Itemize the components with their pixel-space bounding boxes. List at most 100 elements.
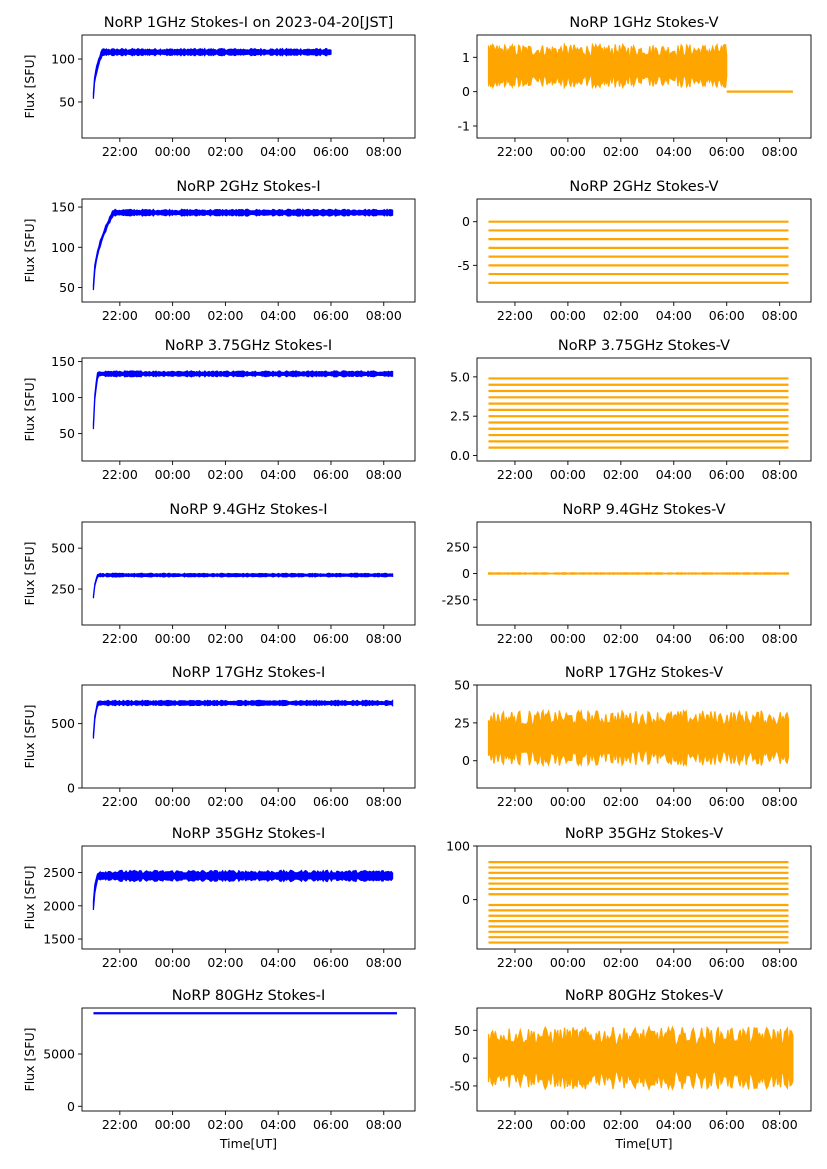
y-tick-label: 5000 [43,1047,75,1062]
panel-6: 22:00 00:00 02:00 04:00 06:00 08:00 250 500 NoRP… [22,502,416,646]
x-axis-label: Time[UT] [614,1136,672,1151]
plot-area [487,572,790,575]
x-tick-label: 08:00 [762,955,798,970]
y-tick-label: -250 [442,592,470,607]
y-tick-label: 0 [462,566,470,581]
chart-title: NoRP 80GHz Stokes-I [172,988,326,1004]
series-0 [487,42,728,90]
x-tick-label: 06:00 [709,955,745,970]
x-tick-label: 08:00 [762,467,798,482]
axes-frame [476,845,812,950]
data-band [92,370,394,430]
y-tick-label: -1 [458,118,470,133]
x-tick-label: 08:00 [762,144,798,159]
y-tick-label: 100 [51,52,75,67]
series-0 [487,708,790,768]
x-tick-label: 22:00 [497,955,533,970]
x-tick-label: 00:00 [550,467,586,482]
x-tick-label: 02:00 [603,631,639,646]
chart-title: NoRP 17GHz Stokes-I [172,665,326,681]
plot-area [487,708,790,768]
y-tick-label: 0 [462,1051,470,1066]
series-0 [487,1025,794,1092]
x-tick-label: 22:00 [102,955,138,970]
x-tick-label: 06:00 [709,1117,745,1132]
x-tick-label: 02:00 [207,955,243,970]
x-tick-label: 00:00 [155,631,191,646]
x-tick-label: 08:00 [762,794,798,809]
y-tick-label: 250 [51,582,75,597]
axes-frame [476,357,812,462]
chart-title: NoRP 1GHz Stokes-V [569,15,718,31]
plot-area [92,699,394,739]
series-0 [488,220,789,284]
panel-1: 22:00 00:00 02:00 04:00 06:00 08:00 -1 0 1 NoRP 1… [458,15,812,159]
x-tick-label: 00:00 [550,144,586,159]
x-tick-label: 00:00 [155,955,191,970]
axes-frame [81,198,416,303]
x-tick-label: 04:00 [656,955,692,970]
x-tick-label: 06:00 [313,144,349,159]
series-0 [92,699,394,739]
y-tick-label: 0 [67,781,75,796]
y-axis-label: Flux [SFU] [22,705,37,769]
x-tick-label: 02:00 [603,955,639,970]
chart-title: NoRP 35GHz Stokes-V [565,826,723,842]
chart-title: NoRP 3.75GHz Stokes-V [558,338,730,354]
axes-frame [81,845,416,950]
axes-frame [81,684,416,789]
y-tick-label: 50 [59,426,75,441]
chart-title: NoRP 35GHz Stokes-I [172,826,326,842]
y-axis-label: Flux [SFU] [22,219,37,283]
x-tick-label: 04:00 [260,955,296,970]
x-tick-label: 06:00 [709,467,745,482]
data-band [92,572,394,599]
x-tick-label: 08:00 [366,144,402,159]
plot-area [92,47,332,99]
x-tick-label: 02:00 [603,467,639,482]
x-tick-label: 22:00 [102,794,138,809]
x-tick-label: 02:00 [207,794,243,809]
y-axis-label: Flux [SFU] [22,55,37,119]
x-tick-label: 00:00 [550,631,586,646]
x-tick-label: 22:00 [497,308,533,323]
y-tick-label: 1500 [43,932,75,947]
x-tick-label: 04:00 [656,144,692,159]
chart-title: NoRP 9.4GHz Stokes-V [563,502,726,518]
x-tick-label: 02:00 [207,1117,243,1132]
y-tick-label: -50 [450,1078,470,1093]
y-tick-label: 50 [59,94,75,109]
x-tick-label: 08:00 [366,794,402,809]
data-band [487,572,790,575]
x-tick-label: 04:00 [656,631,692,646]
x-tick-label: 00:00 [155,308,191,323]
x-tick-label: 02:00 [207,144,243,159]
x-tick-label: 00:00 [155,1117,191,1132]
x-tick-label: 08:00 [366,631,402,646]
series-0 [92,47,332,99]
axes-frame [476,684,812,789]
y-tick-label: 0 [462,892,470,907]
panel-9: 22:00 00:00 02:00 04:00 06:00 08:00 0 25 50 NoRP … [454,665,812,809]
x-tick-label: 06:00 [709,794,745,809]
x-tick-label: 08:00 [366,467,402,482]
chart-title: NoRP 80GHz Stokes-V [565,988,723,1004]
x-tick-label: 00:00 [550,1117,586,1132]
x-tick-label: 04:00 [656,794,692,809]
chart-title: NoRP 1GHz Stokes-I on 2023-04-20[JST] [104,15,394,31]
data-band [92,869,394,911]
x-tick-label: 22:00 [102,144,138,159]
x-tick-label: 22:00 [497,1117,533,1132]
x-tick-label: 00:00 [155,144,191,159]
plot-area [487,42,793,93]
chart-title: NoRP 17GHz Stokes-V [565,665,723,681]
x-tick-label: 00:00 [155,794,191,809]
x-tick-label: 22:00 [497,631,533,646]
data-band [487,708,790,768]
x-tick-label: 04:00 [656,467,692,482]
x-tick-label: 06:00 [313,794,349,809]
chart-title: NoRP 2GHz Stokes-V [569,179,718,195]
y-tick-label: 150 [51,200,75,215]
series-0 [487,572,790,575]
